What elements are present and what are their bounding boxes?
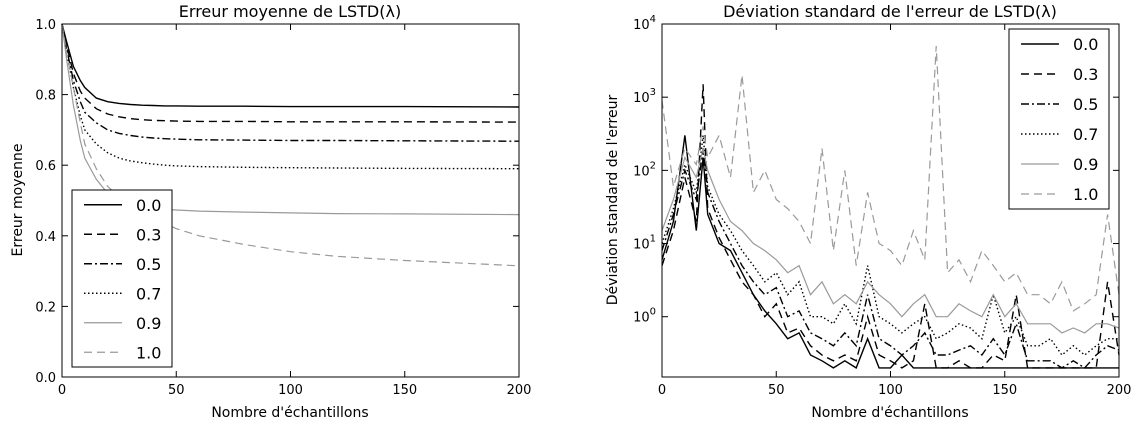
- right-series-line-0.3: [661, 84, 1120, 369]
- right-ytick-label: 103: [633, 87, 656, 106]
- right-legend-label: 1.0: [1073, 185, 1098, 204]
- left-xtick-label: 150: [392, 383, 417, 398]
- left-xtick-label: 100: [278, 383, 303, 398]
- left-series-line-0.3: [61, 23, 520, 123]
- left-ytick-label: 0.0: [35, 371, 56, 386]
- right-legend-box: [1008, 28, 1110, 210]
- right-legend-label: 0.0: [1073, 35, 1098, 54]
- chart-right-legend: 0.0 0.3 0.5 0.7 0.9 1.0: [1008, 28, 1110, 210]
- right-xtick-label: 200: [1107, 383, 1132, 398]
- left-series-line-0.9: [61, 23, 520, 216]
- right-legend-label: 0.5: [1073, 95, 1098, 114]
- left-ytick-label: 0.6: [35, 159, 56, 174]
- left-ytick-label: 1.0: [35, 18, 56, 33]
- chart-left-xticks: 0 50 100 150 200: [58, 24, 532, 398]
- left-legend-box: [71, 189, 173, 368]
- chart-left-xlabel: Nombre d'échantillons: [211, 405, 368, 421]
- right-series-line-0.5: [661, 148, 1120, 369]
- left-legend-label: 0.3: [136, 225, 161, 244]
- chart-left: Erreur moyenne de LSTD(λ) 0 50 100 150 200 0…: [10, 2, 531, 421]
- left-series-line-0.5: [61, 23, 520, 142]
- right-ytick-label: 100: [633, 307, 656, 326]
- chart-left-yticks: 0.0 0.2 0.4 0.6 0.8 1.0: [35, 18, 519, 386]
- chart-right-xticks: 0 50 100 150 200: [658, 24, 1132, 398]
- left-legend-label: 0.0: [136, 196, 161, 215]
- left-ytick-label: 0.8: [35, 89, 56, 104]
- right-ytick-label: 101: [633, 234, 656, 253]
- chart-right-xlabel: Nombre d'échantillons: [811, 405, 968, 421]
- right-xtick-label: 150: [992, 383, 1017, 398]
- chart-right-title: Déviation standard de l'erreur de LSTD(λ…: [723, 2, 1057, 21]
- left-ytick-label: 0.4: [35, 230, 56, 245]
- left-legend-label: 0.7: [136, 284, 161, 303]
- left-xtick-label: 0: [58, 383, 66, 398]
- right-xtick-label: 50: [768, 383, 785, 398]
- left-series-line-0.7: [61, 23, 520, 170]
- right-xtick-label: 100: [878, 383, 903, 398]
- right-legend-label: 0.3: [1073, 65, 1098, 84]
- left-series-line-0.0: [61, 23, 520, 108]
- chart-right: Déviation standard de l'erreur de LSTD(λ…: [605, 2, 1131, 421]
- chart-left-legend: 0.0 0.3 0.5 0.7 0.9 1.0: [71, 189, 173, 368]
- left-legend-label: 1.0: [136, 343, 161, 362]
- right-legend-label: 0.9: [1073, 155, 1098, 174]
- left-legend-label: 0.9: [136, 314, 161, 333]
- left-xtick-label: 200: [507, 383, 532, 398]
- right-ytick-label: 102: [633, 160, 656, 179]
- right-series-line-1.0: [661, 45, 1120, 312]
- right-ytick-label: 104: [633, 14, 656, 33]
- chart-right-ylabel: Déviation standard de l'erreur: [605, 95, 621, 306]
- chart-left-title: Erreur moyenne de LSTD(λ): [179, 2, 401, 21]
- left-xtick-label: 50: [168, 383, 185, 398]
- right-xtick-label: 0: [658, 383, 666, 398]
- left-ytick-label: 0.2: [35, 300, 56, 315]
- right-series-line-0.9: [661, 148, 1120, 334]
- chart-left-ylabel: Erreur moyenne: [10, 144, 26, 257]
- left-legend-label: 0.5: [136, 255, 161, 274]
- chart-right-series-group: [661, 45, 1120, 369]
- right-legend-label: 0.7: [1073, 125, 1098, 144]
- right-series-line-0.0: [661, 135, 1119, 369]
